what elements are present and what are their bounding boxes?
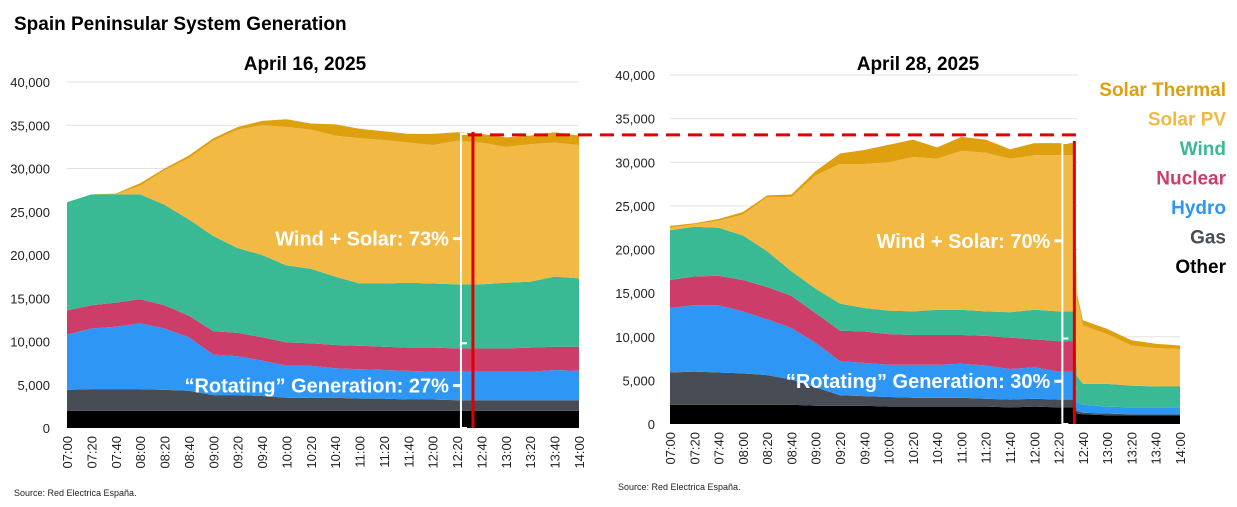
x-tick-label: 07:00 [60,436,75,469]
y-tick-label: 0 [648,417,655,432]
x-tick-label: 09:40 [255,436,270,469]
x-tick-label: 13:20 [1124,432,1139,465]
x-tick-label: 10:40 [328,436,343,469]
y-tick-label: 0 [43,421,50,436]
chart-title: April 16, 2025 [244,54,367,75]
area-hydro [670,305,1180,415]
source-right: Source: Red Electrica España. [618,482,741,492]
x-tick-label: 08:00 [736,432,751,465]
x-tick-label: 13:00 [1100,432,1115,465]
legend-item: Gas [1190,228,1226,249]
y-tick-label: 25,000 [10,205,50,220]
area-hydro [67,323,579,401]
legend-item: Solar Thermal [1099,80,1226,101]
x-tick-label: 08:40 [784,432,799,465]
y-tick-label: 40,000 [10,75,50,90]
x-tick-label: 10:40 [930,432,945,465]
x-tick-label: 07:20 [84,436,99,469]
source-left: Source: Red Electrica España. [14,488,137,498]
x-tick-label: 07:20 [687,432,702,465]
x-tick-label: 08:00 [133,436,148,469]
x-tick-label: 13:40 [548,436,563,469]
y-tick-label: 10,000 [615,330,655,345]
y-tick-label: 40,000 [615,68,655,83]
area-solar-pv [67,125,579,285]
y-tick-label: 10,000 [10,335,50,350]
chart-april-28: April 28, 2025 0 5,000 10,000 15,000 20,000 25… [615,54,1188,465]
x-tick-label: 14:00 [572,436,587,469]
x-tick-label: 08:40 [182,436,197,469]
figure-title: Spain Peninsular System Generation [14,14,347,35]
wind-solar-share-label: Wind + Solar: 73% [275,229,449,251]
bracket [459,132,467,429]
x-tick-label: 09:20 [231,436,246,469]
y-tick-label: 15,000 [615,286,655,301]
y-tick-label: 35,000 [10,118,50,133]
x-tick-label: 13:40 [1149,432,1164,465]
x-tick-label: 09:00 [206,436,221,469]
legend-item: Nuclear [1156,169,1226,190]
x-tick-label: 12:00 [426,436,441,469]
rotating-generation-share-label: “Rotating” Generation: 27% [184,376,449,398]
area-other [670,404,1180,424]
y-tick-label: 25,000 [615,199,655,214]
x-tick-label: 09:00 [809,432,824,465]
area-wind [670,226,1180,408]
legend-item: Wind [1180,139,1226,160]
x-tick-label: 10:00 [279,436,294,469]
y-tick-label: 5,000 [17,378,50,393]
y-tick-label: 20,000 [10,248,50,263]
x-tick-label: 11:40 [1003,432,1018,464]
x-tick-label: 12:00 [1027,432,1042,465]
x-tick-label: 12:20 [1052,432,1067,465]
x-tick-label: 11:00 [954,432,969,464]
x-tick-label: 11:20 [377,436,392,468]
area-gas [67,389,579,411]
x-tick-label: 13:00 [499,436,514,469]
area-nuclear [67,299,579,372]
area-gas [670,371,1180,416]
area-wind [67,194,579,349]
y-tick-label: 35,000 [615,112,655,127]
y-tick-label: 30,000 [615,155,655,170]
x-tick-label: 10:00 [882,432,897,465]
x-tick-label: 07:40 [712,432,727,465]
x-tick-label: 09:40 [857,432,872,465]
legend-item: Solar PV [1148,110,1226,131]
x-tick-label: 12:20 [450,436,465,469]
chart-april-16: April 16, 2025 0 5,000 10,000 15,000 20,000 25… [10,54,587,469]
area-solar-pv [670,150,1180,387]
y-tick-label: 5,000 [622,373,655,388]
area-nuclear [670,275,1180,408]
bracket [1061,142,1069,425]
area-solar-thermal [67,119,579,203]
x-tick-label: 14:00 [1173,432,1188,465]
x-tick-label: 07:40 [109,436,124,469]
x-tick-label: 12:40 [1076,432,1091,465]
x-tick-label: 08:20 [760,432,775,465]
x-tick-label: 07:00 [663,432,678,465]
y-tick-label: 15,000 [10,291,50,306]
legend-item: Hydro [1171,198,1226,219]
legend: Solar Thermal Solar PV Wind Nuclear Hydro Gas… [1099,80,1226,278]
x-tick-label: 11:40 [401,436,416,468]
x-tick-label: 10:20 [304,436,319,469]
area-other [67,410,579,428]
x-tick-label: 10:20 [906,432,921,465]
y-tick-label: 20,000 [615,243,655,258]
legend-item: Other [1175,257,1226,278]
x-tick-label: 08:20 [158,436,173,469]
rotating-generation-share-label: “Rotating” Generation: 30% [786,371,1051,393]
x-tick-label: 12:40 [474,436,489,469]
x-tick-label: 09:20 [833,432,848,465]
area-solar-thermal [670,136,1180,349]
wind-solar-share-label: Wind + Solar: 70% [877,231,1051,253]
x-tick-label: 13:20 [523,436,538,469]
y-tick-label: 30,000 [10,162,50,177]
x-tick-label: 11:20 [979,432,994,464]
x-tick-label: 11:00 [353,436,368,468]
chart-title: April 28, 2025 [857,54,980,75]
